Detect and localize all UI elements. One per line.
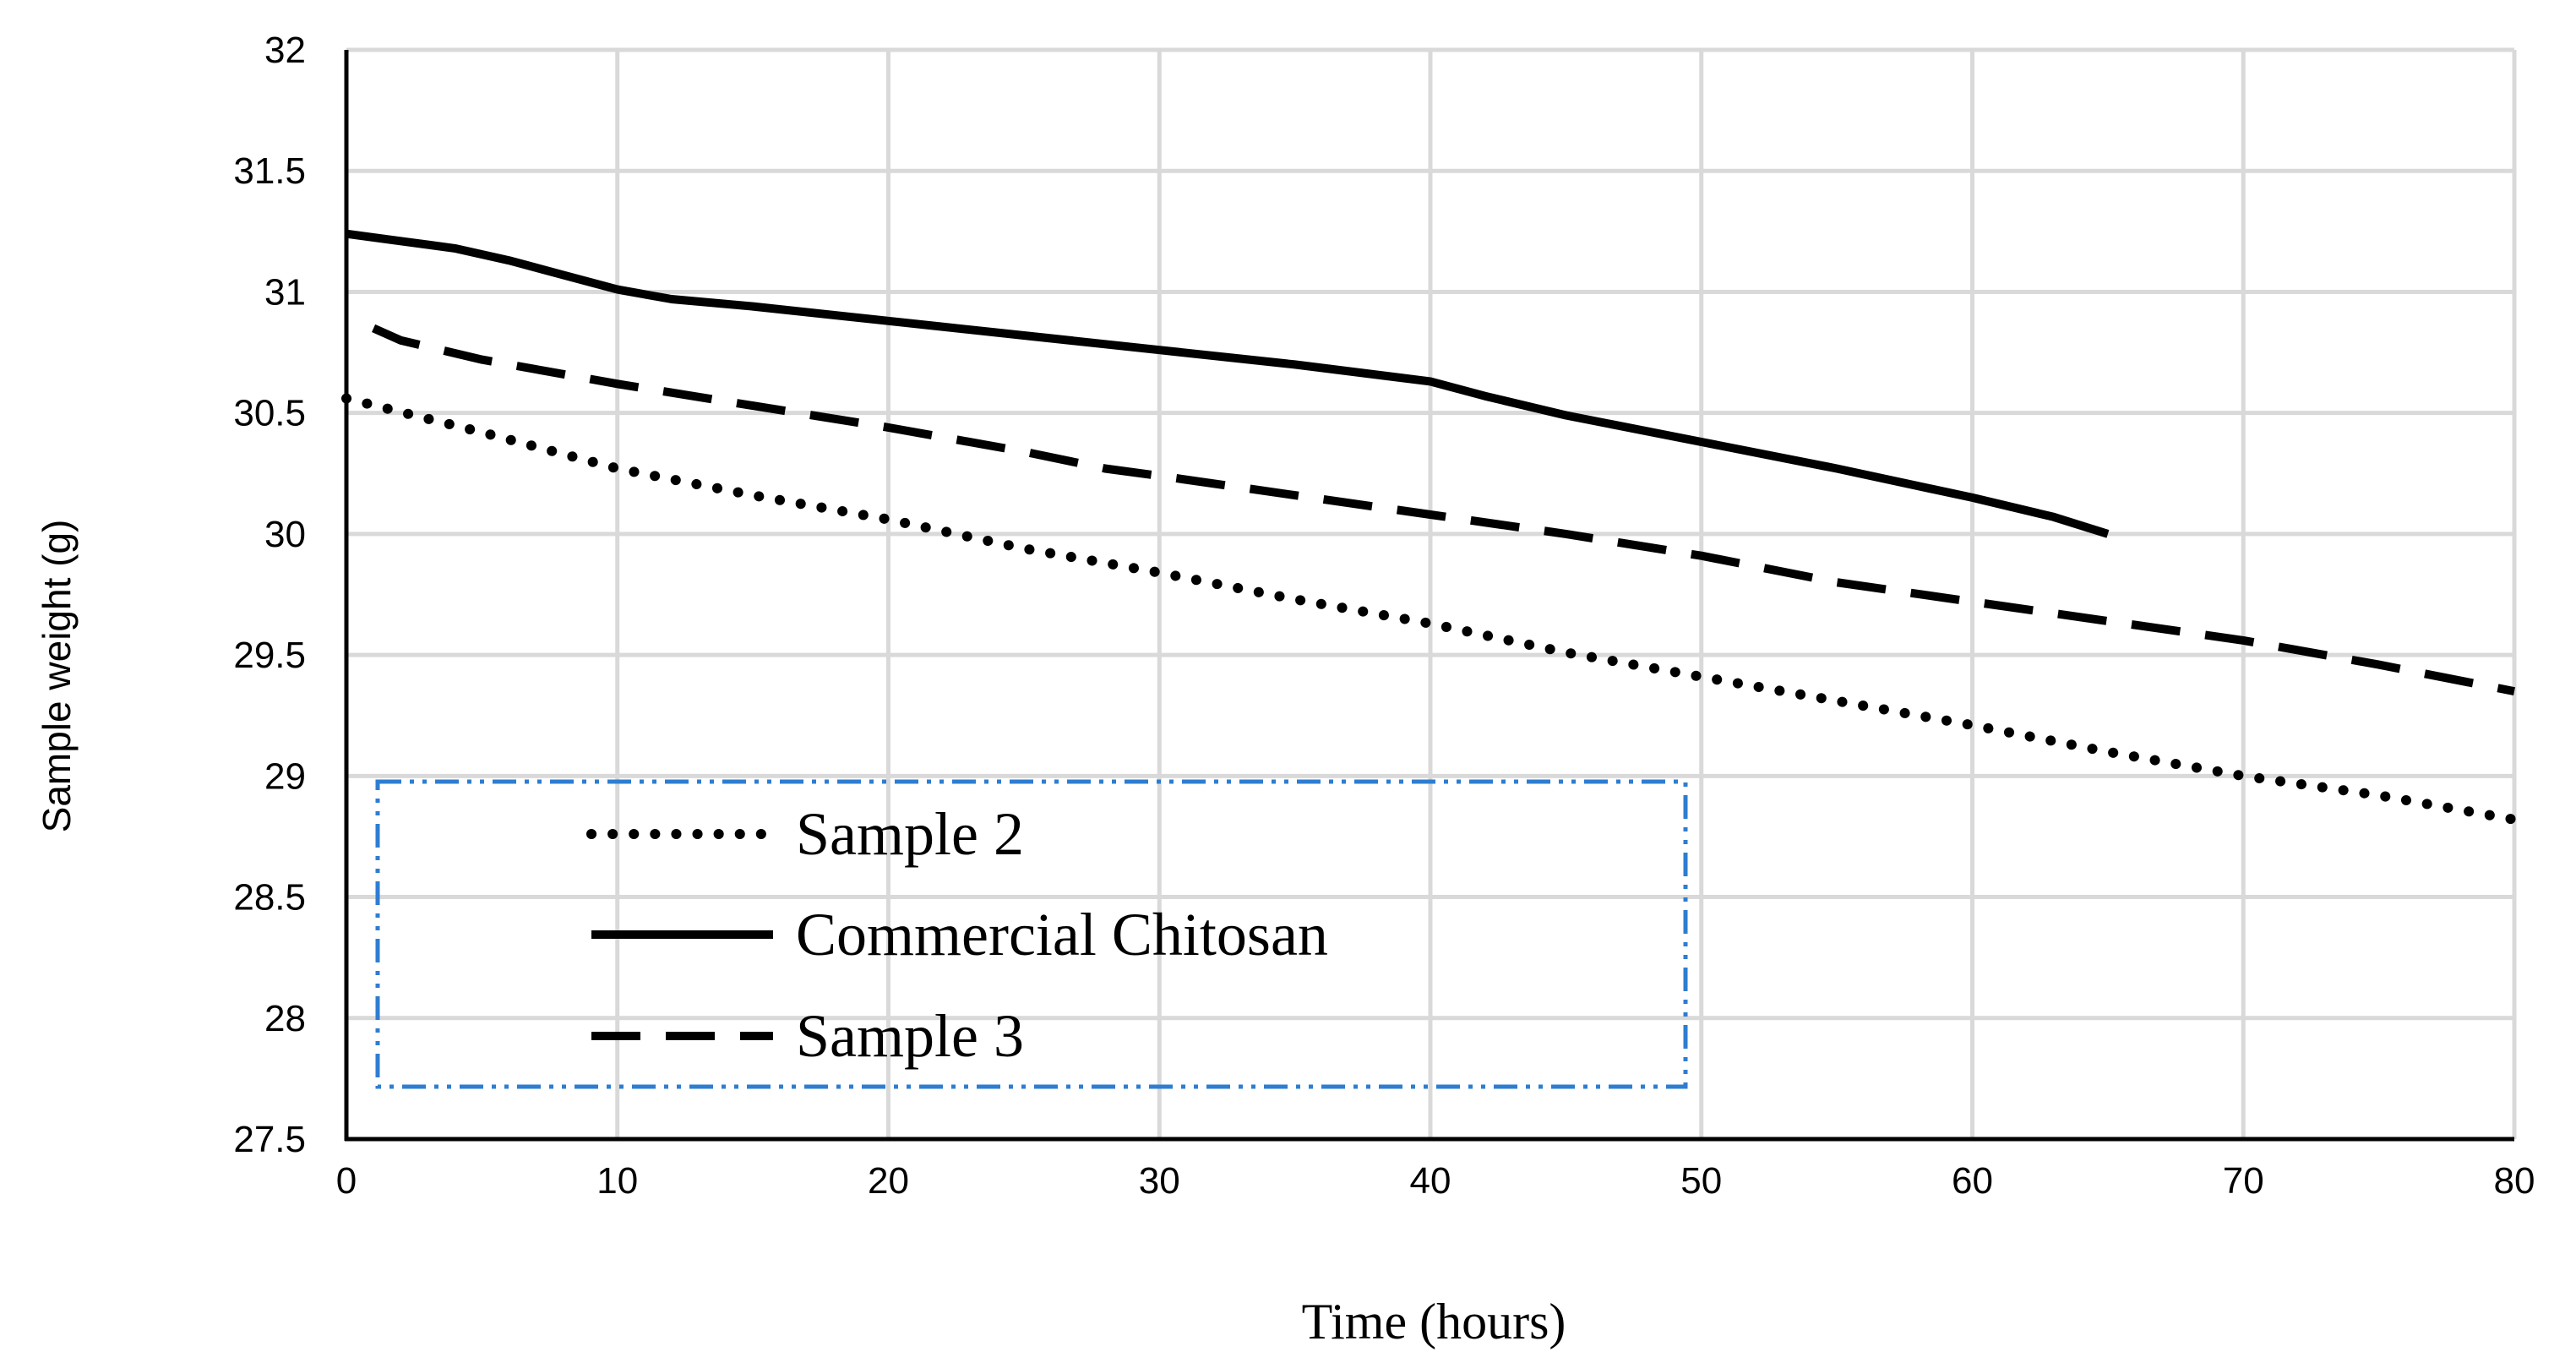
series-lines [341,229,2519,825]
y-tick-label: 27.5 [233,1119,306,1160]
y-tick-label: 32 [264,30,306,71]
legend: Sample 2 Commercial Chitosan Sample 3 [375,779,1688,1089]
x-tick-label: 80 [2494,1160,2535,1202]
y-axis-title: Sample weight (g) [35,520,79,833]
legend-label: Commercial Chitosan [796,901,1328,968]
x-tick-label: 60 [1952,1160,1993,1202]
x-tick-label: 30 [1139,1160,1180,1202]
axes [344,50,2514,1142]
x-tick-label: 0 [336,1160,357,1202]
legend-label: Sample 3 [796,1002,1024,1070]
x-tick-label: 20 [868,1160,909,1202]
tick-labels: 27.5 28 28.5 29 29.5 30 30.5 31 31.5 32 0 10 20 30 40 5… [233,30,2535,1202]
x-axis-title: Time (hours) [1302,1294,1566,1349]
x-tick-label: 70 [2223,1160,2264,1202]
y-tick-label: 28 [264,998,306,1039]
x-tick-label: 10 [596,1160,638,1202]
series-line-sample-2 [341,393,2519,825]
y-tick-label: 31.5 [233,150,306,192]
series-line-commercial-chitosan [346,229,2110,538]
y-tick-label: 30.5 [233,393,306,434]
y-tick-label: 30 [264,514,306,555]
y-tick-label: 28.5 [233,877,306,919]
legend-box [375,779,1688,1089]
series-line-sample-3 [372,324,2515,696]
legend-label: Sample 2 [796,800,1024,868]
x-tick-label: 50 [1680,1160,1722,1202]
y-tick-label: 29.5 [233,635,306,676]
y-tick-label: 29 [264,755,306,797]
gridlines [346,47,2517,1139]
x-tick-label: 40 [1410,1160,1451,1202]
y-tick-label: 31 [264,271,306,313]
